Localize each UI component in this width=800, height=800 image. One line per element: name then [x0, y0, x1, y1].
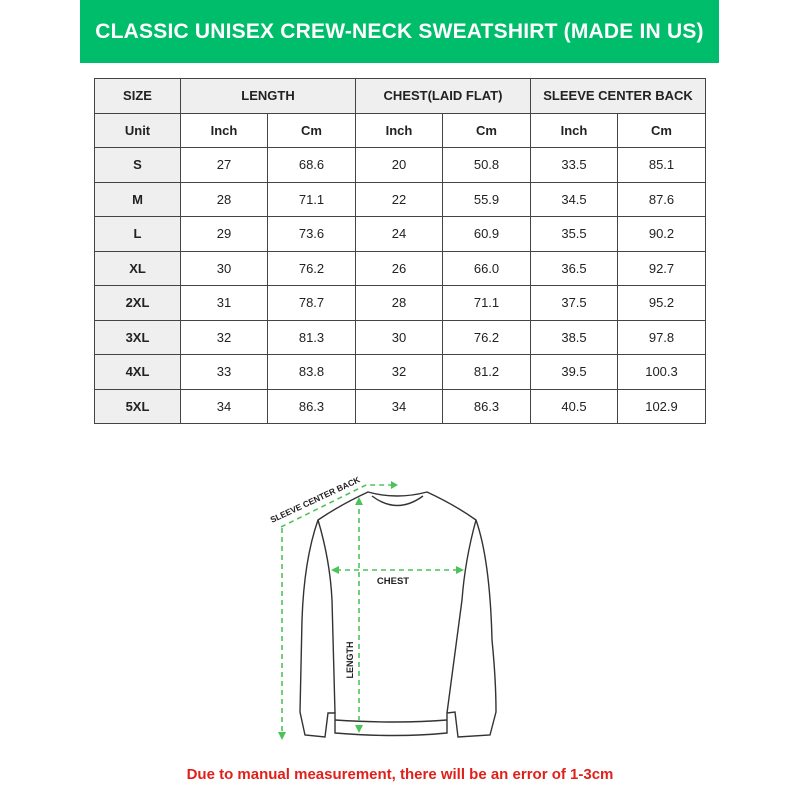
- value-cell: 33.5: [530, 147, 618, 183]
- value-cell: 28: [355, 285, 443, 321]
- size-cell: 4XL: [94, 354, 181, 390]
- value-cell: 68.6: [267, 147, 356, 183]
- chest-label: CHEST: [377, 576, 409, 587]
- value-cell: 31: [180, 285, 268, 321]
- size-cell: M: [94, 181, 181, 217]
- table-row: 2XL 31 78.7 28 71.1 37.5 95.2: [94, 285, 706, 321]
- value-cell: 76.2: [442, 319, 531, 355]
- value-cell: 22: [355, 181, 443, 217]
- value-cell: 27: [180, 147, 268, 183]
- value-cell: 30: [355, 319, 443, 355]
- value-cell: 30: [180, 250, 268, 286]
- unit-label: Unit: [94, 112, 181, 148]
- sleeve-label: SLEEVE CENTER BACK: [269, 474, 363, 525]
- value-cell: 100.3: [617, 354, 706, 390]
- measurement-arrows: [280, 484, 459, 734]
- value-cell: 24: [355, 216, 443, 252]
- table-row: 5XL 34 86.3 34 86.3 40.5 102.9: [94, 388, 706, 424]
- size-cell: 5XL: [94, 388, 181, 424]
- value-cell: 95.2: [617, 285, 706, 321]
- header-row: SIZE LENGTH CHEST(LAID FLAT) SLEEVE CENT…: [94, 78, 706, 114]
- unit-cell: Cm: [267, 112, 356, 148]
- header-size: SIZE: [94, 78, 181, 114]
- value-cell: 29: [180, 216, 268, 252]
- arrowheads: [278, 481, 464, 740]
- size-table: SIZE LENGTH CHEST(LAID FLAT) SLEEVE CENT…: [94, 78, 706, 424]
- value-cell: 34: [355, 388, 443, 424]
- header-chest: CHEST(LAID FLAT): [355, 78, 531, 114]
- header-sleeve: SLEEVE CENTER BACK: [530, 78, 706, 114]
- value-cell: 97.8: [617, 319, 706, 355]
- value-cell: 87.6: [617, 181, 706, 217]
- value-cell: 39.5: [530, 354, 618, 390]
- value-cell: 71.1: [442, 285, 531, 321]
- value-cell: 40.5: [530, 388, 618, 424]
- value-cell: 86.3: [442, 388, 531, 424]
- unit-cell: Cm: [617, 112, 706, 148]
- value-cell: 34: [180, 388, 268, 424]
- table-row: 4XL 33 83.8 32 81.2 39.5 100.3: [94, 354, 706, 390]
- title-banner: CLASSIC UNISEX CREW-NECK SWEATSHIRT (MAD…: [80, 0, 719, 63]
- value-cell: 26: [355, 250, 443, 286]
- value-cell: 83.8: [267, 354, 356, 390]
- size-cell: L: [94, 216, 181, 252]
- value-cell: 38.5: [530, 319, 618, 355]
- value-cell: 102.9: [617, 388, 706, 424]
- length-label: LENGTH: [345, 642, 355, 679]
- value-cell: 55.9: [442, 181, 531, 217]
- value-cell: 90.2: [617, 216, 706, 252]
- unit-cell: Inch: [355, 112, 443, 148]
- sweatshirt-outline: [299, 491, 497, 738]
- title: CLASSIC UNISEX CREW-NECK SWEATSHIRT (MAD…: [95, 19, 704, 43]
- value-cell: 85.1: [617, 147, 706, 183]
- size-cell: 2XL: [94, 285, 181, 321]
- measurement-note: Due to manual measurement, there will be…: [186, 766, 614, 783]
- value-cell: 92.7: [617, 250, 706, 286]
- table-row: L 29 73.6 24 60.9 35.5 90.2: [94, 216, 706, 252]
- table-row: S 27 68.6 20 50.8 33.5 85.1: [94, 147, 706, 183]
- size-cell: S: [94, 147, 181, 183]
